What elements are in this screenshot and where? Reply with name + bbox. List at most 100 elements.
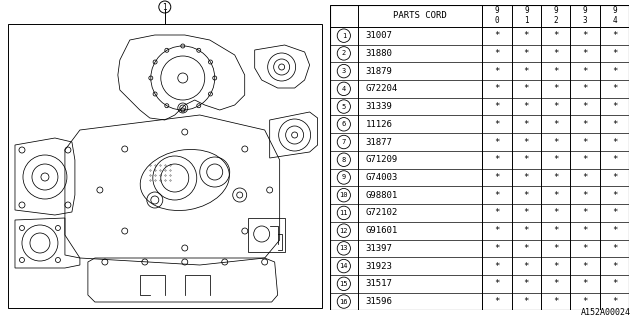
- Text: *: *: [582, 208, 588, 217]
- Text: *: *: [553, 120, 559, 129]
- Text: *: *: [582, 297, 588, 306]
- Text: *: *: [524, 84, 529, 93]
- Text: 9: 9: [554, 6, 558, 15]
- Text: *: *: [553, 155, 559, 164]
- Text: 14: 14: [340, 263, 348, 269]
- Text: *: *: [524, 226, 529, 235]
- Text: *: *: [612, 226, 617, 235]
- Text: 9: 9: [583, 6, 588, 15]
- Text: *: *: [494, 297, 500, 306]
- Text: *: *: [494, 102, 500, 111]
- Text: *: *: [553, 261, 559, 271]
- Text: 31879: 31879: [365, 67, 392, 76]
- Text: *: *: [553, 84, 559, 93]
- Text: *: *: [494, 67, 500, 76]
- Text: *: *: [582, 84, 588, 93]
- Text: 15: 15: [340, 281, 348, 287]
- Text: 1: 1: [163, 3, 167, 12]
- Text: *: *: [524, 261, 529, 271]
- Text: *: *: [524, 31, 529, 40]
- Text: *: *: [524, 208, 529, 217]
- Text: 0: 0: [495, 16, 499, 25]
- Text: 16: 16: [340, 299, 348, 305]
- Text: 31880: 31880: [365, 49, 392, 58]
- Text: *: *: [494, 208, 500, 217]
- Text: *: *: [582, 226, 588, 235]
- Text: *: *: [494, 226, 500, 235]
- Text: *: *: [553, 138, 559, 147]
- Text: *: *: [553, 226, 559, 235]
- Text: *: *: [612, 208, 617, 217]
- Text: *: *: [612, 102, 617, 111]
- Text: 2: 2: [342, 50, 346, 56]
- Text: G74003: G74003: [365, 173, 398, 182]
- Text: *: *: [553, 208, 559, 217]
- Text: *: *: [612, 67, 617, 76]
- Text: 10: 10: [340, 192, 348, 198]
- Text: *: *: [524, 67, 529, 76]
- Text: *: *: [612, 173, 617, 182]
- Text: *: *: [553, 173, 559, 182]
- Text: 31923: 31923: [365, 261, 392, 271]
- Text: 4: 4: [342, 86, 346, 92]
- Text: 9: 9: [342, 174, 346, 180]
- Text: *: *: [553, 49, 559, 58]
- Text: *: *: [612, 155, 617, 164]
- Text: *: *: [494, 191, 500, 200]
- Text: 2: 2: [554, 16, 558, 25]
- Text: *: *: [582, 279, 588, 288]
- Text: *: *: [612, 191, 617, 200]
- Text: *: *: [612, 297, 617, 306]
- Text: G71209: G71209: [365, 155, 398, 164]
- Text: 31339: 31339: [365, 102, 392, 111]
- Text: *: *: [524, 297, 529, 306]
- Text: *: *: [553, 297, 559, 306]
- Text: *: *: [494, 31, 500, 40]
- Text: G72204: G72204: [365, 84, 398, 93]
- Text: *: *: [524, 173, 529, 182]
- Text: *: *: [553, 31, 559, 40]
- Text: 11: 11: [340, 210, 348, 216]
- Text: *: *: [612, 49, 617, 58]
- Text: 31397: 31397: [365, 244, 392, 253]
- Text: *: *: [494, 261, 500, 271]
- Text: G91601: G91601: [365, 226, 398, 235]
- Text: *: *: [494, 244, 500, 253]
- Text: *: *: [582, 49, 588, 58]
- Text: PARTS CORD: PARTS CORD: [394, 11, 447, 20]
- Text: *: *: [582, 102, 588, 111]
- Text: *: *: [524, 279, 529, 288]
- Text: *: *: [612, 244, 617, 253]
- Text: *: *: [612, 279, 617, 288]
- Text: *: *: [612, 261, 617, 271]
- Text: 31596: 31596: [365, 297, 392, 306]
- Text: 7: 7: [342, 139, 346, 145]
- Text: *: *: [582, 31, 588, 40]
- Text: *: *: [582, 191, 588, 200]
- Text: 9: 9: [495, 6, 499, 15]
- Text: 31517: 31517: [365, 279, 392, 288]
- Text: *: *: [612, 120, 617, 129]
- Text: 31877: 31877: [365, 138, 392, 147]
- Text: G98801: G98801: [365, 191, 398, 200]
- Text: *: *: [524, 102, 529, 111]
- Text: 31007: 31007: [365, 31, 392, 40]
- Text: *: *: [494, 173, 500, 182]
- Text: *: *: [494, 279, 500, 288]
- Text: 1: 1: [342, 33, 346, 39]
- Text: 13: 13: [340, 245, 348, 252]
- Text: 9: 9: [612, 6, 617, 15]
- Text: *: *: [582, 173, 588, 182]
- Text: *: *: [524, 49, 529, 58]
- Text: 6: 6: [342, 121, 346, 127]
- Text: *: *: [582, 67, 588, 76]
- Text: 4: 4: [612, 16, 617, 25]
- Text: *: *: [494, 138, 500, 147]
- Text: *: *: [524, 191, 529, 200]
- Text: *: *: [524, 120, 529, 129]
- Text: *: *: [612, 138, 617, 147]
- Text: A152A00024: A152A00024: [580, 308, 630, 317]
- Text: *: *: [553, 244, 559, 253]
- Text: *: *: [524, 155, 529, 164]
- Text: *: *: [553, 279, 559, 288]
